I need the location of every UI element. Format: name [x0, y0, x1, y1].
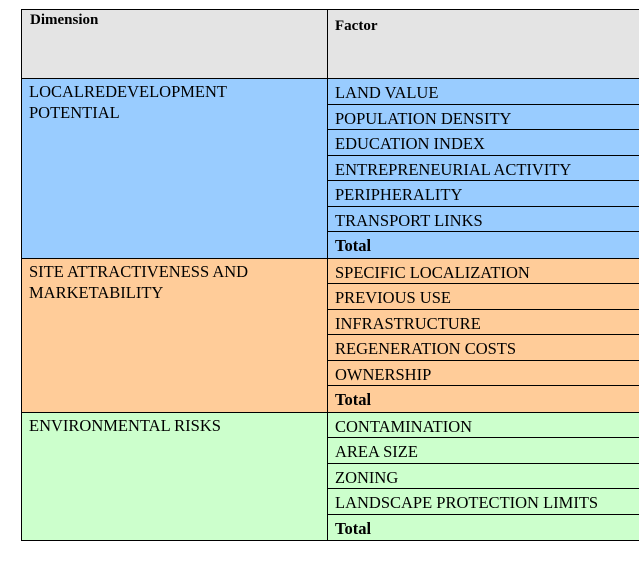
dimension-cell: LOCALREDEVELOPMENT POTENTIAL [22, 79, 328, 258]
factor-cell: PREVIOUS USE [328, 284, 639, 310]
dimension-label-line: POTENTIAL [29, 103, 120, 122]
factor-cell: ZONING [328, 464, 639, 489]
factor-cell: OWNERSHIP [328, 361, 639, 386]
factor-cell: REGENERATION COSTS [328, 335, 639, 361]
factor-cell: LANDSCAPE PROTECTION LIMITS [328, 489, 639, 515]
factor-cell: ENTREPRENEURIAL ACTIVITY [328, 156, 639, 181]
factor-list: CONTAMINATION AREA SIZE ZONING LANDSCAPE… [328, 413, 639, 541]
total-cell: Total [335, 236, 372, 255]
dimension-group-site-attractiveness: SITE ATTRACTIVENESS AND MARKETABILITY SP… [22, 258, 639, 413]
dimension-label-line: ENVIRONMENTAL RISKS [29, 415, 221, 435]
factor-column-header: Factor [335, 18, 378, 34]
dimension-group-environmental-risks: ENVIRONMENTAL RISKS CONTAMINATION AREA S… [22, 412, 639, 541]
dimension-column-header: Dimension [22, 10, 328, 78]
dimension-factor-table: Dimension Factor LOCALREDEVELOPMENT POTE… [21, 9, 639, 541]
factor-cell: LAND VALUE [328, 79, 639, 105]
factor-cell: AREA SIZE [328, 438, 639, 464]
total-cell: Total [335, 390, 372, 409]
total-cell: Total [335, 518, 372, 538]
dimension-label-line: LOCALREDEVELOPMENT [29, 82, 227, 101]
factor-cell: EDUCATION INDEX [328, 130, 639, 156]
dimension-group-local-redevelopment: LOCALREDEVELOPMENT POTENTIAL LAND VALUE … [22, 79, 639, 259]
dimension-cell: SITE ATTRACTIVENESS AND MARKETABILITY [22, 258, 328, 412]
factor-cell: CONTAMINATION [328, 413, 639, 438]
dimension-label-line: SITE ATTRACTIVENESS AND [29, 261, 249, 281]
table-header-row: Dimension Factor [22, 10, 639, 79]
factor-cell: PERIPHERALITY [328, 181, 639, 207]
factor-cell: SPECIFIC LOCALIZATION [328, 259, 639, 284]
factor-cell: TRANSPORT LINKS [328, 207, 639, 232]
factor-cell: INFRASTRUCTURE [328, 310, 639, 335]
dimension-cell: ENVIRONMENTAL RISKS [22, 412, 328, 540]
factor-cell: POPULATION DENSITY [328, 105, 639, 130]
factor-list: SPECIFIC LOCALIZATION PREVIOUS USE INFRA… [328, 259, 639, 412]
factor-list: LAND VALUE POPULATION DENSITY EDUCATION … [328, 79, 639, 258]
dimension-label-line: MARKETABILITY [29, 282, 164, 302]
